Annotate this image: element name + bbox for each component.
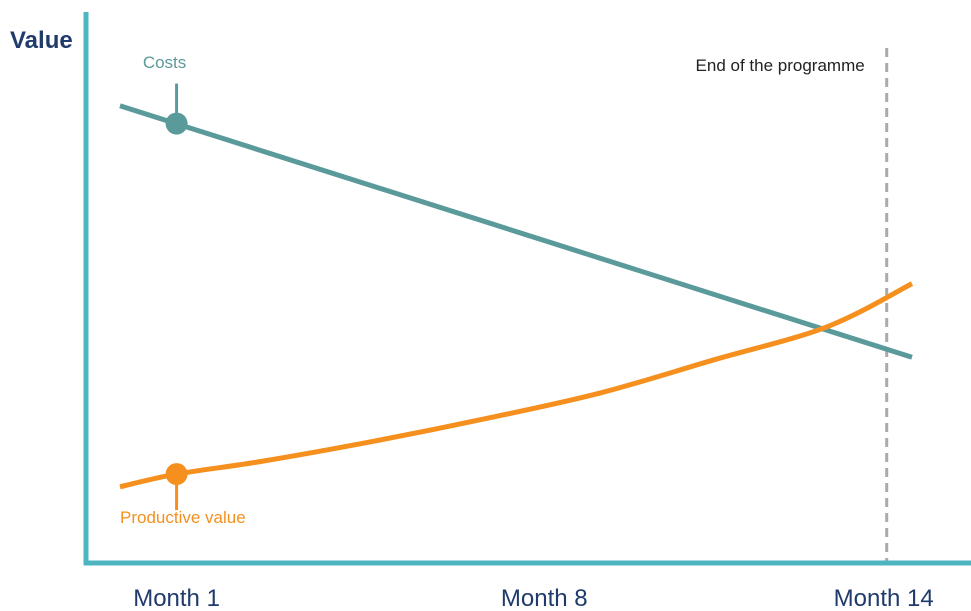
y-axis-label: Value [10, 27, 73, 54]
series-layer: Costs Productive value [119, 53, 914, 527]
costs-line [119, 103, 913, 360]
costs-marker [165, 112, 188, 135]
x-tick-labels: Month 1 Month 8 Month 14 [133, 585, 934, 611]
productive-value-line [119, 281, 914, 490]
x-tick-label: Month 1 [133, 585, 220, 611]
programme-end-label: End of the programme [696, 56, 865, 75]
productive-value-label: Productive value [120, 508, 246, 527]
annotations-layer: End of the programme [696, 48, 889, 561]
x-tick-label: Month 8 [501, 585, 588, 611]
axes-layer: Value [10, 12, 971, 566]
costs-label: Costs [143, 53, 186, 72]
productive-value-marker [165, 463, 188, 486]
x-tick-label: Month 14 [834, 585, 934, 611]
